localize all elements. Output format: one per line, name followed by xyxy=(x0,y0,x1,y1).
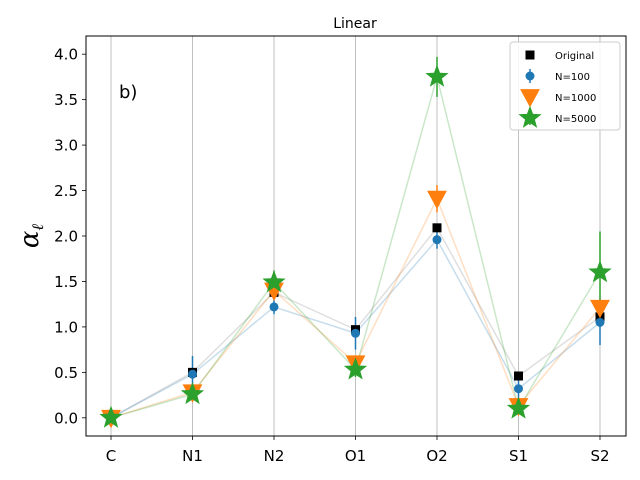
point-N=5000-C xyxy=(99,405,123,428)
x-tick-label-C: C xyxy=(106,447,116,465)
point-N=5000-S2 xyxy=(588,260,612,283)
y-tick-label: 2.5 xyxy=(54,182,78,200)
y-tick-label: 2.0 xyxy=(54,228,78,246)
point-N=100-N2 xyxy=(269,302,279,312)
legend-label-Original: Original xyxy=(555,51,594,62)
point-N=5000-O2 xyxy=(425,64,449,87)
legend-marker-Original xyxy=(525,50,535,60)
point-N=5000-S1 xyxy=(506,396,531,419)
panel-label: b) xyxy=(119,82,137,103)
y-tick-label: 3.0 xyxy=(54,137,78,155)
y-tick-label: 1.0 xyxy=(54,318,78,336)
point-Original-S1 xyxy=(514,371,523,381)
legend-marker-N=5000 xyxy=(518,105,542,128)
x-tick-label-N2: N2 xyxy=(264,447,285,465)
chart-title: Linear xyxy=(333,16,377,32)
point-N=100-S1 xyxy=(514,384,523,394)
x-tick-label-S1: S1 xyxy=(509,447,528,465)
x-tick-label-S2: S2 xyxy=(590,447,609,465)
point-N=1000-S2 xyxy=(590,299,610,319)
point-N=100-S2 xyxy=(595,317,605,327)
point-N=5000-N1 xyxy=(180,381,205,405)
legend-marker-N=1000 xyxy=(520,89,540,108)
legend: Original N=100 N=1000 N=5000 xyxy=(509,41,621,131)
axes: C N1 N2 O1 O2 S1 S2 0.0 0.5 1.0 1.5 2.0 2.5 3.0 3.5 4.0 xyxy=(54,46,609,465)
y-tick-label: 0.5 xyxy=(54,364,78,382)
y-tick-label: 1.5 xyxy=(54,273,78,291)
legend-label-N=5000: N=5000 xyxy=(555,114,596,125)
legend-marker-N=100 xyxy=(525,71,535,81)
point-N=5000-N2 xyxy=(262,270,286,293)
y-tick-label: 4.0 xyxy=(54,46,78,64)
point-Original-O2 xyxy=(432,223,442,233)
point-N=100-O1 xyxy=(351,328,360,338)
y-tick-label: 3.5 xyxy=(54,91,78,109)
legend-label-N=100: N=100 xyxy=(555,72,590,83)
y-tick-label: 0.0 xyxy=(54,409,78,427)
y-axis-label: αℓ xyxy=(15,224,47,249)
x-tick-label-N1: N1 xyxy=(182,447,203,465)
x-tick-label-O2: O2 xyxy=(426,447,447,465)
legend-label-N=1000: N=1000 xyxy=(555,93,596,104)
point-N=100-O2 xyxy=(432,235,442,245)
data-markers xyxy=(99,64,612,429)
legend-box xyxy=(509,41,621,131)
point-N=1000-O2 xyxy=(427,190,447,210)
point-N=100-N1 xyxy=(188,369,197,379)
point-N=5000-O1 xyxy=(343,357,368,380)
x-tick-label-O1: O1 xyxy=(345,447,366,465)
